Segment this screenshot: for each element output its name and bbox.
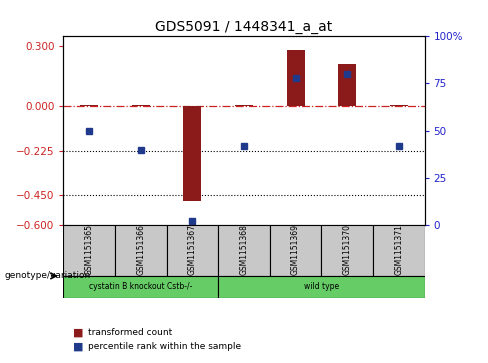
Bar xyxy=(80,105,98,106)
Text: genotype/variation: genotype/variation xyxy=(5,272,91,280)
Bar xyxy=(166,225,218,276)
Bar xyxy=(132,105,150,106)
Bar xyxy=(270,225,322,276)
Text: GSM1151371: GSM1151371 xyxy=(394,224,403,275)
Text: transformed count: transformed count xyxy=(88,328,172,337)
Bar xyxy=(286,50,305,106)
Bar xyxy=(235,105,253,106)
Text: ■: ■ xyxy=(73,327,84,337)
Text: GSM1151368: GSM1151368 xyxy=(240,224,248,275)
Bar xyxy=(390,105,408,106)
Text: cystatin B knockout Cstb-/-: cystatin B knockout Cstb-/- xyxy=(89,282,192,291)
Bar xyxy=(63,276,218,298)
Text: GSM1151366: GSM1151366 xyxy=(136,224,145,275)
Bar xyxy=(373,225,425,276)
Bar xyxy=(63,225,115,276)
Text: ■: ■ xyxy=(73,342,84,352)
Text: GSM1151369: GSM1151369 xyxy=(291,224,300,275)
Title: GDS5091 / 1448341_a_at: GDS5091 / 1448341_a_at xyxy=(155,20,333,34)
Bar xyxy=(183,106,202,201)
Text: wild type: wild type xyxy=(304,282,339,291)
Bar xyxy=(218,225,270,276)
Text: GSM1151365: GSM1151365 xyxy=(85,224,94,275)
Text: GSM1151367: GSM1151367 xyxy=(188,224,197,275)
Text: percentile rank within the sample: percentile rank within the sample xyxy=(88,342,241,351)
Bar xyxy=(338,64,356,106)
Bar xyxy=(115,225,166,276)
Bar xyxy=(218,276,425,298)
Bar xyxy=(322,225,373,276)
Text: GSM1151370: GSM1151370 xyxy=(343,224,352,275)
